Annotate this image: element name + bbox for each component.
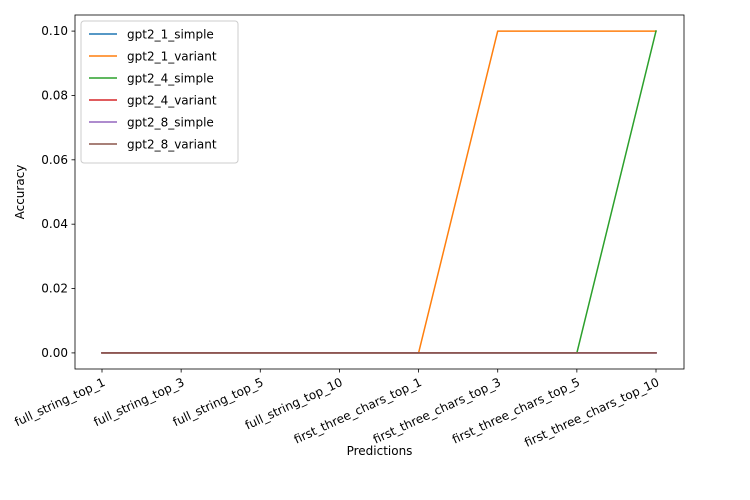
axes-frame xyxy=(74,14,685,370)
y-axis-label: Accuracy xyxy=(13,165,27,220)
y-tick-label: 0.06 xyxy=(41,153,68,167)
legend-label-gpt2_8_simple: gpt2_8_simple xyxy=(127,116,214,130)
x-axis-label: Predictions xyxy=(347,444,413,458)
series-layer xyxy=(101,30,657,354)
y-tick-label: 0.04 xyxy=(41,217,68,231)
legend-label-gpt2_1_variant: gpt2_1_variant xyxy=(127,50,217,64)
y-tick-label: 0.08 xyxy=(41,88,68,102)
y-tick-label: 0.00 xyxy=(41,346,68,360)
y-tick-label: 0.10 xyxy=(41,24,68,38)
legend-label-gpt2_4_variant: gpt2_4_variant xyxy=(127,94,217,108)
legend-label-gpt2_1_simple: gpt2_1_simple xyxy=(127,28,214,42)
legend-label-gpt2_4_simple: gpt2_4_simple xyxy=(127,72,214,86)
legend: gpt2_1_simple gpt2_1_variant gpt2_4_simple… xyxy=(80,20,239,164)
legend-box xyxy=(80,20,239,164)
y-tick-label: 0.02 xyxy=(41,282,68,296)
legend-label-gpt2_8_variant: gpt2_8_variant xyxy=(127,138,217,152)
